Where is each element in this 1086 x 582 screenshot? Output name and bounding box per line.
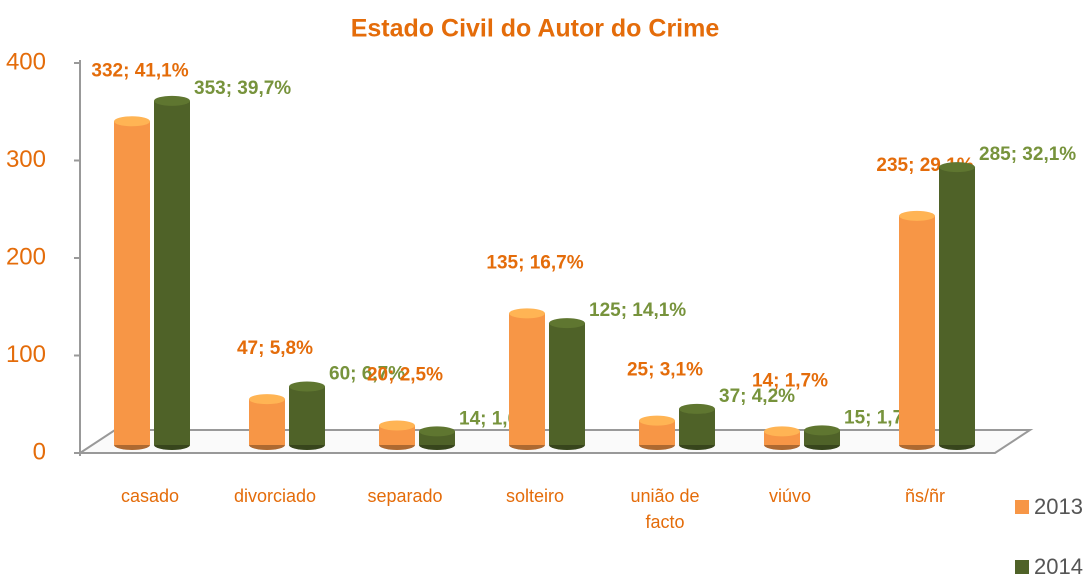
bar: [899, 215, 935, 445]
y-tick-label: 0: [33, 438, 46, 465]
x-tick-label: divorciado: [233, 486, 317, 506]
bar-top: [289, 381, 325, 392]
x-tick-label: casado: [120, 486, 180, 506]
bar-top: [679, 403, 715, 414]
bar: [939, 167, 975, 445]
bar-top: [509, 308, 545, 319]
bar-top: [379, 420, 415, 431]
data-label: 135; 16,7%: [486, 252, 583, 273]
bar-top: [899, 210, 935, 221]
legend-label: 2014: [1034, 554, 1083, 579]
data-label: 37; 4,2%: [719, 386, 795, 407]
data-label: 14; 1,7%: [752, 370, 828, 391]
bar: [114, 121, 150, 446]
y-tick-label: 100: [6, 341, 46, 368]
y-tick-label: 200: [6, 243, 46, 270]
bar-top: [114, 116, 150, 127]
bar: [379, 425, 415, 445]
data-label: 332; 41,1%: [91, 60, 188, 81]
bar-top: [804, 425, 840, 436]
bar: [289, 386, 325, 445]
bar: [679, 408, 715, 445]
chart-title: Estado Civil do Autor do Crime: [351, 15, 720, 43]
data-label: 285; 32,1%: [979, 144, 1076, 165]
data-label: 353; 39,7%: [194, 78, 291, 99]
bar-top: [154, 95, 190, 106]
x-tick-label: solteiro: [505, 486, 565, 506]
data-label: 47; 5,8%: [237, 338, 313, 359]
data-label: 125; 14,1%: [589, 300, 686, 321]
bar-top: [639, 415, 675, 426]
bar-top: [549, 318, 585, 329]
x-tick-label: união de facto: [630, 486, 700, 532]
bar: [509, 313, 545, 445]
bar-top: [764, 426, 800, 437]
data-label: 20; 2,5%: [367, 365, 443, 386]
y-tick-label: 400: [6, 48, 46, 75]
bar-top: [939, 162, 975, 173]
x-tick-label: separado: [367, 486, 443, 506]
bar: [249, 399, 285, 445]
y-tick-label: 300: [6, 146, 46, 173]
data-label: 25; 3,1%: [627, 360, 703, 381]
legend-label: 2013: [1034, 494, 1083, 519]
bar: [154, 100, 190, 445]
x-tick-label: viúvo: [768, 486, 812, 506]
bar-top: [249, 394, 285, 405]
bar-top: [419, 426, 455, 437]
bar: [549, 323, 585, 445]
legend-swatch: [1015, 560, 1029, 574]
legend-swatch: [1015, 500, 1029, 514]
data-label: 60; 6,7%: [329, 364, 405, 385]
x-tick-label: ñs/ñr: [904, 486, 946, 506]
